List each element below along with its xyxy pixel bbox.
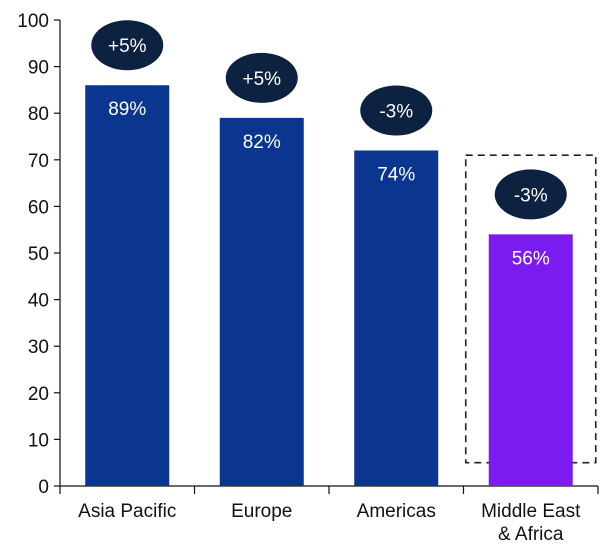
change-bubble <box>225 52 298 103</box>
category-label: Europe <box>231 501 292 522</box>
y-tick-label: 10 <box>28 430 49 451</box>
category-label: Asia Pacific <box>78 501 176 522</box>
y-tick-label: 70 <box>28 151 49 172</box>
y-tick-label: 20 <box>28 384 49 405</box>
y-tick-label: 50 <box>28 244 49 265</box>
change-bubble <box>91 20 164 71</box>
labels-group: 89% +5% 82% +5% 74% -3% 56% -3% <box>91 20 567 269</box>
bar <box>85 85 170 487</box>
highlight-box <box>464 154 597 464</box>
bar-value-label: 89% <box>108 99 146 120</box>
category-label: Americas <box>357 501 436 522</box>
bar-value-label: 82% <box>243 132 281 153</box>
bar <box>219 117 304 487</box>
change-label: +5% <box>108 36 147 57</box>
x-axis: Asia Pacific Europe Americas Middle East & A… <box>59 485 599 545</box>
bar-value-label: 74% <box>377 164 415 185</box>
change-label: -3% <box>514 185 548 206</box>
y-axis: 0 10 20 30 40 50 60 70 80 90 100 <box>17 11 61 498</box>
y-tick-label: 90 <box>28 58 49 79</box>
bar <box>488 234 573 486</box>
category-label: Middle East & Africa <box>481 501 581 545</box>
highlight-group <box>464 154 597 464</box>
y-tick-label: 40 <box>28 291 49 312</box>
change-bubble <box>360 85 433 136</box>
y-tick-label: 0 <box>38 477 49 498</box>
change-label: -3% <box>379 101 413 122</box>
y-tick-label: 100 <box>17 11 49 32</box>
y-tick-label: 30 <box>28 337 49 358</box>
bars-group <box>85 85 573 487</box>
bar-value-label: 56% <box>512 248 550 269</box>
change-label: +5% <box>242 69 281 90</box>
bar <box>354 150 439 487</box>
y-tick-label: 80 <box>28 104 49 125</box>
change-bubble <box>494 169 567 220</box>
y-tick-label: 60 <box>28 197 49 218</box>
